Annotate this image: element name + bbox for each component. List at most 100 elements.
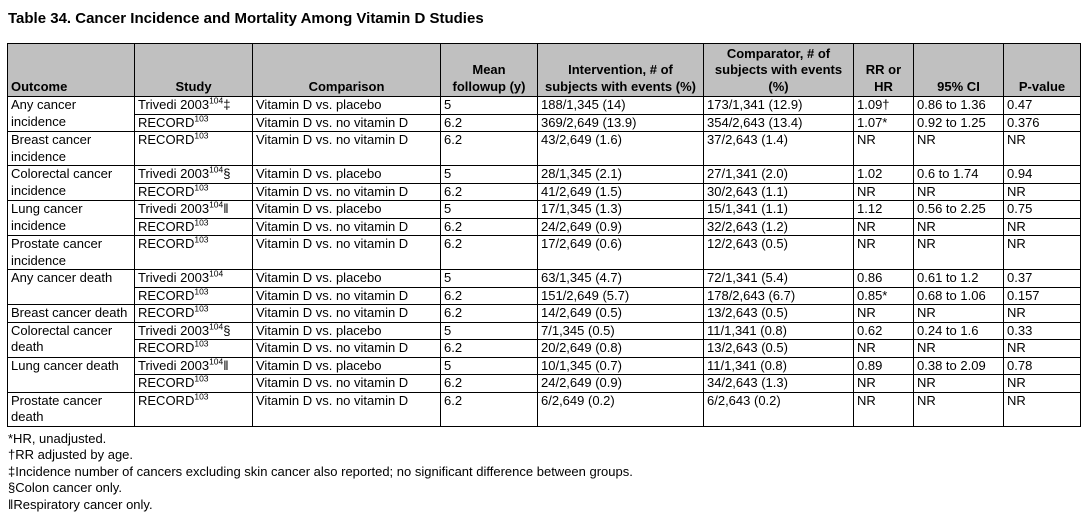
- followup-cell: 6.2: [440, 235, 538, 270]
- comparator-cell: 32/2,643 (1.2): [703, 217, 854, 236]
- followup-cell: 6.2: [440, 286, 538, 305]
- pvalue-cell: NR: [1003, 235, 1081, 270]
- ci-cell: 0.92 to 1.25: [913, 113, 1004, 132]
- table-row: RECORD103 Vitamin D vs. no vitamin D 6.2…: [8, 286, 1081, 305]
- comparator-cell: 6/2,643 (0.2): [703, 391, 854, 427]
- table-title: Table 34. Cancer Incidence and Mortality…: [8, 10, 484, 27]
- study-cell: RECORD103: [134, 286, 253, 305]
- pvalue-cell: NR: [1003, 304, 1081, 323]
- rr-hr-cell: 0.62: [853, 321, 914, 340]
- pvalue-cell: 0.75: [1003, 200, 1081, 219]
- col-header-ci: 95% CI: [913, 43, 1004, 97]
- table-row: RECORD103 Vitamin D vs. no vitamin D 6.2…: [8, 339, 1081, 358]
- comparison-cell: Vitamin D vs. no vitamin D: [252, 391, 441, 427]
- comparator-cell: 37/2,643 (1.4): [703, 131, 854, 166]
- footnote-symbol: ‖: [223, 201, 229, 216]
- comparator-cell: 354/2,643 (13.4): [703, 113, 854, 132]
- ci-cell: NR: [913, 304, 1004, 323]
- intervention-cell: 188/1,345 (14): [537, 96, 704, 115]
- footnote-colon-cancer: §Colon cancer only.: [8, 480, 122, 495]
- reference-superscript: 103: [194, 114, 209, 124]
- comparator-cell: 72/1,341 (5.4): [703, 269, 854, 288]
- rr-hr-cell: 1.09†: [853, 96, 914, 115]
- study-name: RECORD: [138, 183, 195, 199]
- intervention-cell: 41/2,649 (1.5): [537, 182, 704, 201]
- study-cell: RECORD103: [134, 304, 253, 323]
- rr-hr-cell: NR: [853, 391, 914, 427]
- intervention-cell: 28/1,345 (2.1): [537, 165, 704, 184]
- rr-hr-cell: 1.07*: [853, 113, 914, 132]
- reference-superscript: 103: [194, 287, 209, 297]
- pvalue-cell: 0.157: [1003, 286, 1081, 305]
- followup-cell: 5: [440, 165, 538, 184]
- ci-cell: NR: [913, 182, 1004, 201]
- footnote-rr-adjusted: †RR adjusted by age.: [8, 447, 134, 462]
- rr-hr-cell: NR: [853, 235, 914, 270]
- intervention-cell: 7/1,345 (0.5): [537, 321, 704, 340]
- intervention-cell: 63/1,345 (4.7): [537, 269, 704, 288]
- reference-superscript: 103: [194, 131, 209, 141]
- pvalue-cell: NR: [1003, 374, 1081, 393]
- rr-hr-cell: NR: [853, 374, 914, 393]
- intervention-cell: 20/2,649 (0.8): [537, 339, 704, 358]
- followup-cell: 6.2: [440, 391, 538, 427]
- study-cell: Trivedi 2003104: [134, 269, 253, 288]
- comparator-cell: 34/2,643 (1.3): [703, 374, 854, 393]
- comparison-cell: Vitamin D vs. no vitamin D: [252, 131, 441, 166]
- comparator-cell: 12/2,643 (0.5): [703, 235, 854, 270]
- rr-hr-cell: NR: [853, 339, 914, 358]
- intervention-cell: 24/2,649 (0.9): [537, 217, 704, 236]
- table-row: Lung cancer incidence Trivedi 2003104‖ V…: [7, 200, 1081, 236]
- ci-cell: NR: [913, 217, 1004, 236]
- comparison-cell: Vitamin D vs. no vitamin D: [252, 339, 441, 358]
- followup-cell: 6.2: [440, 339, 538, 358]
- ci-cell: 0.38 to 2.09: [913, 356, 1004, 375]
- table-row: Colorectal cancer death Trivedi 2003104§…: [7, 321, 1081, 358]
- reference-superscript: 103: [194, 304, 209, 314]
- pvalue-cell: NR: [1003, 339, 1081, 358]
- comparator-cell: 173/1,341 (12.9): [703, 96, 854, 115]
- pvalue-cell: 0.376: [1003, 113, 1081, 132]
- table-row: Breast cancer death RECORD103 Vitamin D …: [7, 304, 1081, 323]
- reference-superscript: 104: [209, 165, 224, 175]
- study-name: Trivedi 2003: [138, 166, 210, 181]
- comparison-cell: Vitamin D vs. no vitamin D: [252, 374, 441, 393]
- ci-cell: 0.86 to 1.36: [913, 96, 1004, 115]
- followup-cell: 5: [440, 96, 538, 115]
- comparison-cell: Vitamin D vs. no vitamin D: [252, 217, 441, 236]
- outcome-cell: Breast cancer death: [7, 304, 135, 323]
- outcome-cell: Breast cancer incidence: [7, 131, 135, 166]
- comparator-cell: 30/2,643 (1.1): [703, 182, 854, 201]
- col-header-comparator: Comparator, # of subjects with events (%…: [703, 43, 854, 97]
- study-cell: Trivedi 2003104‖: [134, 356, 253, 375]
- comparator-cell: 13/2,643 (0.5): [703, 339, 854, 358]
- reference-superscript: 104: [209, 357, 224, 367]
- followup-cell: 6.2: [440, 217, 538, 236]
- comparison-cell: Vitamin D vs. placebo: [252, 96, 441, 115]
- table-row: Prostate cancer death RECORD103 Vitamin …: [7, 391, 1081, 427]
- table-row: RECORD103 Vitamin D vs. no vitamin D 6.2…: [8, 182, 1081, 201]
- pvalue-cell: 0.47: [1003, 96, 1081, 115]
- ci-cell: 0.61 to 1.2: [913, 269, 1004, 288]
- comparator-cell: 13/2,643 (0.5): [703, 304, 854, 323]
- study-cell: RECORD103: [134, 235, 253, 270]
- rr-hr-cell: NR: [853, 304, 914, 323]
- study-name: RECORD: [138, 305, 195, 320]
- footnote-symbol: ‡: [223, 97, 231, 112]
- comparison-cell: Vitamin D vs. placebo: [252, 321, 441, 340]
- col-header-intervention: Intervention, # of subjects with events …: [537, 43, 704, 97]
- pvalue-cell: NR: [1003, 182, 1081, 201]
- followup-cell: 6.2: [440, 304, 538, 323]
- intervention-cell: 6/2,649 (0.2): [537, 391, 704, 427]
- outcome-cell: Colorectal cancer incidence: [7, 165, 135, 201]
- outcome-cell: Lung cancer death: [7, 356, 135, 393]
- comparator-cell: 11/1,341 (0.8): [703, 321, 854, 340]
- pvalue-cell: 0.78: [1003, 356, 1081, 375]
- followup-cell: 6.2: [440, 131, 538, 166]
- comparator-cell: 178/2,643 (6.7): [703, 286, 854, 305]
- study-name: RECORD: [138, 375, 195, 390]
- study-name: RECORD: [138, 340, 195, 355]
- table-row: Any cancer incidence Trivedi 2003104‡ Vi…: [7, 96, 1081, 132]
- comparison-cell: Vitamin D vs. placebo: [252, 165, 441, 184]
